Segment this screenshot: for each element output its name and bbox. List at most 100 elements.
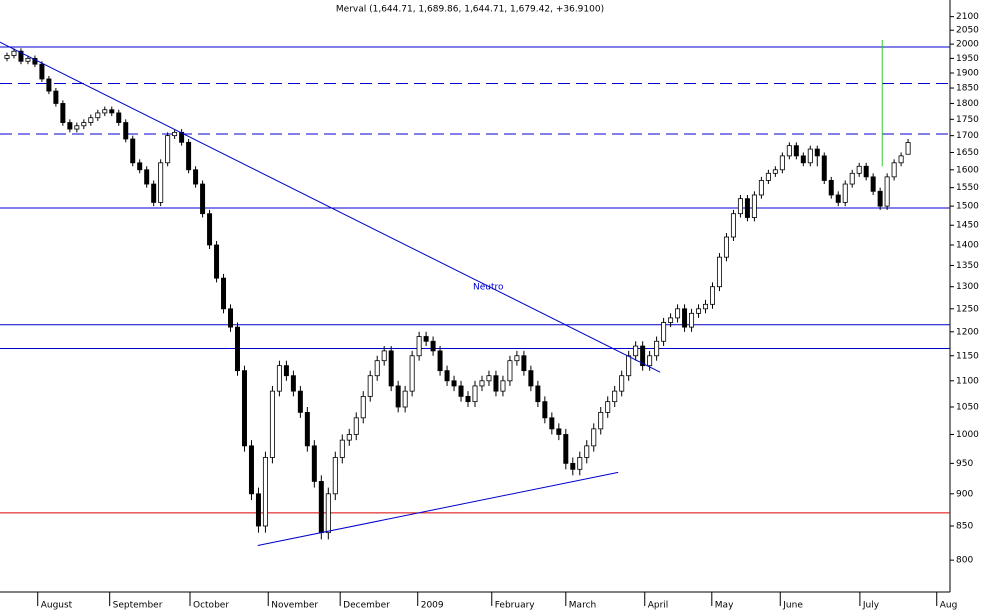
- candle-body: [151, 183, 157, 203]
- candle-body: [682, 308, 688, 328]
- candle-body: [200, 183, 206, 215]
- y-tick-label: 1850: [956, 84, 979, 94]
- candle-body: [675, 308, 681, 319]
- x-tick-label: April: [648, 601, 669, 610]
- candle-body: [800, 155, 806, 164]
- candle-body: [891, 162, 897, 178]
- candle-body: [353, 417, 359, 435]
- candle-body: [856, 165, 862, 174]
- candle-body: [563, 434, 569, 464]
- candle-body: [248, 445, 254, 495]
- x-tick-label: May: [715, 601, 734, 610]
- candle-body: [828, 180, 834, 196]
- candle-body: [765, 172, 771, 181]
- candle-body: [723, 236, 729, 258]
- candle-body: [311, 445, 317, 482]
- candle-body: [137, 162, 143, 171]
- candle-body: [228, 308, 234, 328]
- candle-body: [283, 365, 289, 377]
- trend-line: [0, 41, 661, 373]
- candle-body: [193, 169, 199, 185]
- candle-body: [654, 340, 660, 357]
- candle-body: [388, 350, 394, 387]
- y-tick-label: 800: [956, 556, 973, 566]
- x-tick-label: December: [343, 601, 390, 610]
- candle-body: [290, 375, 296, 392]
- y-tick-label: 2000: [956, 40, 979, 50]
- candle-body: [486, 375, 492, 382]
- candle-body: [395, 385, 401, 408]
- y-tick-label: 1950: [956, 54, 979, 64]
- candle-body: [207, 213, 213, 246]
- y-tick-label: 1800: [956, 99, 979, 109]
- trend-line: [257, 471, 619, 547]
- y-tick-label: 1450: [956, 221, 979, 231]
- candle-body: [703, 303, 709, 310]
- candle-body: [25, 57, 31, 62]
- x-tick-label: July: [862, 601, 880, 610]
- candle-body: [11, 50, 17, 56]
- candle-body: [102, 109, 108, 114]
- candle-body: [835, 194, 841, 203]
- candle-body: [786, 145, 792, 157]
- y-tick-label: 950: [956, 459, 973, 469]
- candle-body: [821, 155, 827, 181]
- candle-body: [39, 63, 45, 80]
- y-tick-label: 1900: [956, 69, 979, 79]
- x-tick-label: Aug: [940, 601, 958, 610]
- candle-body: [514, 355, 520, 362]
- y-tick-label: 1000: [956, 430, 979, 440]
- candle-body: [598, 411, 604, 430]
- candle-body: [346, 434, 352, 441]
- y-tick-label: 1250: [956, 304, 979, 314]
- y-tick-label: 850: [956, 522, 973, 532]
- candle-body: [18, 50, 24, 62]
- candle-body: [318, 481, 324, 534]
- y-tick-label: 1200: [956, 327, 979, 337]
- candle-body: [758, 180, 764, 196]
- candle-body: [458, 385, 464, 397]
- candle-body: [814, 148, 820, 157]
- candle-body: [528, 370, 534, 387]
- chart-title: Merval (1,644.71, 1,689.86, 1,644.71, 1,…: [336, 5, 604, 15]
- candle-body: [116, 112, 122, 123]
- candle-body: [165, 135, 171, 164]
- x-tick-label: October: [193, 601, 229, 610]
- candle-body: [95, 112, 101, 119]
- candle-body: [849, 172, 855, 185]
- candle-body: [884, 176, 890, 207]
- candle-body: [214, 244, 220, 279]
- candle-body: [262, 457, 268, 527]
- candle-body: [4, 55, 10, 59]
- candle-body: [88, 117, 94, 123]
- candle-body: [661, 322, 667, 342]
- candle-body: [255, 493, 261, 527]
- candle-body: [710, 286, 715, 305]
- candle-body: [542, 401, 548, 419]
- candle-body: [179, 131, 185, 143]
- candle-body: [716, 256, 722, 288]
- candle-body: [556, 428, 562, 435]
- x-tick-label: August: [41, 601, 73, 610]
- x-tick-label: June: [782, 601, 803, 610]
- candle-body: [32, 57, 38, 65]
- candle-body: [172, 131, 178, 137]
- candle-body: [605, 401, 611, 413]
- candle-body: [123, 122, 129, 140]
- candle-body: [863, 165, 869, 178]
- candle-body: [535, 385, 541, 403]
- candle-body: [842, 183, 848, 203]
- candle-body: [730, 213, 736, 238]
- candle-body: [304, 411, 310, 447]
- y-tick-label: 2100: [956, 12, 979, 22]
- y-tick-label: 1350: [956, 261, 979, 271]
- candle-body: [640, 345, 646, 367]
- candle-body: [779, 155, 785, 171]
- candle-body: [60, 103, 66, 123]
- candle-body: [877, 190, 883, 207]
- candle-body: [339, 439, 345, 458]
- candle-body: [521, 355, 527, 372]
- candle-body: [744, 198, 750, 218]
- y-tick-label: 1300: [956, 282, 979, 292]
- candle-body: [451, 380, 457, 387]
